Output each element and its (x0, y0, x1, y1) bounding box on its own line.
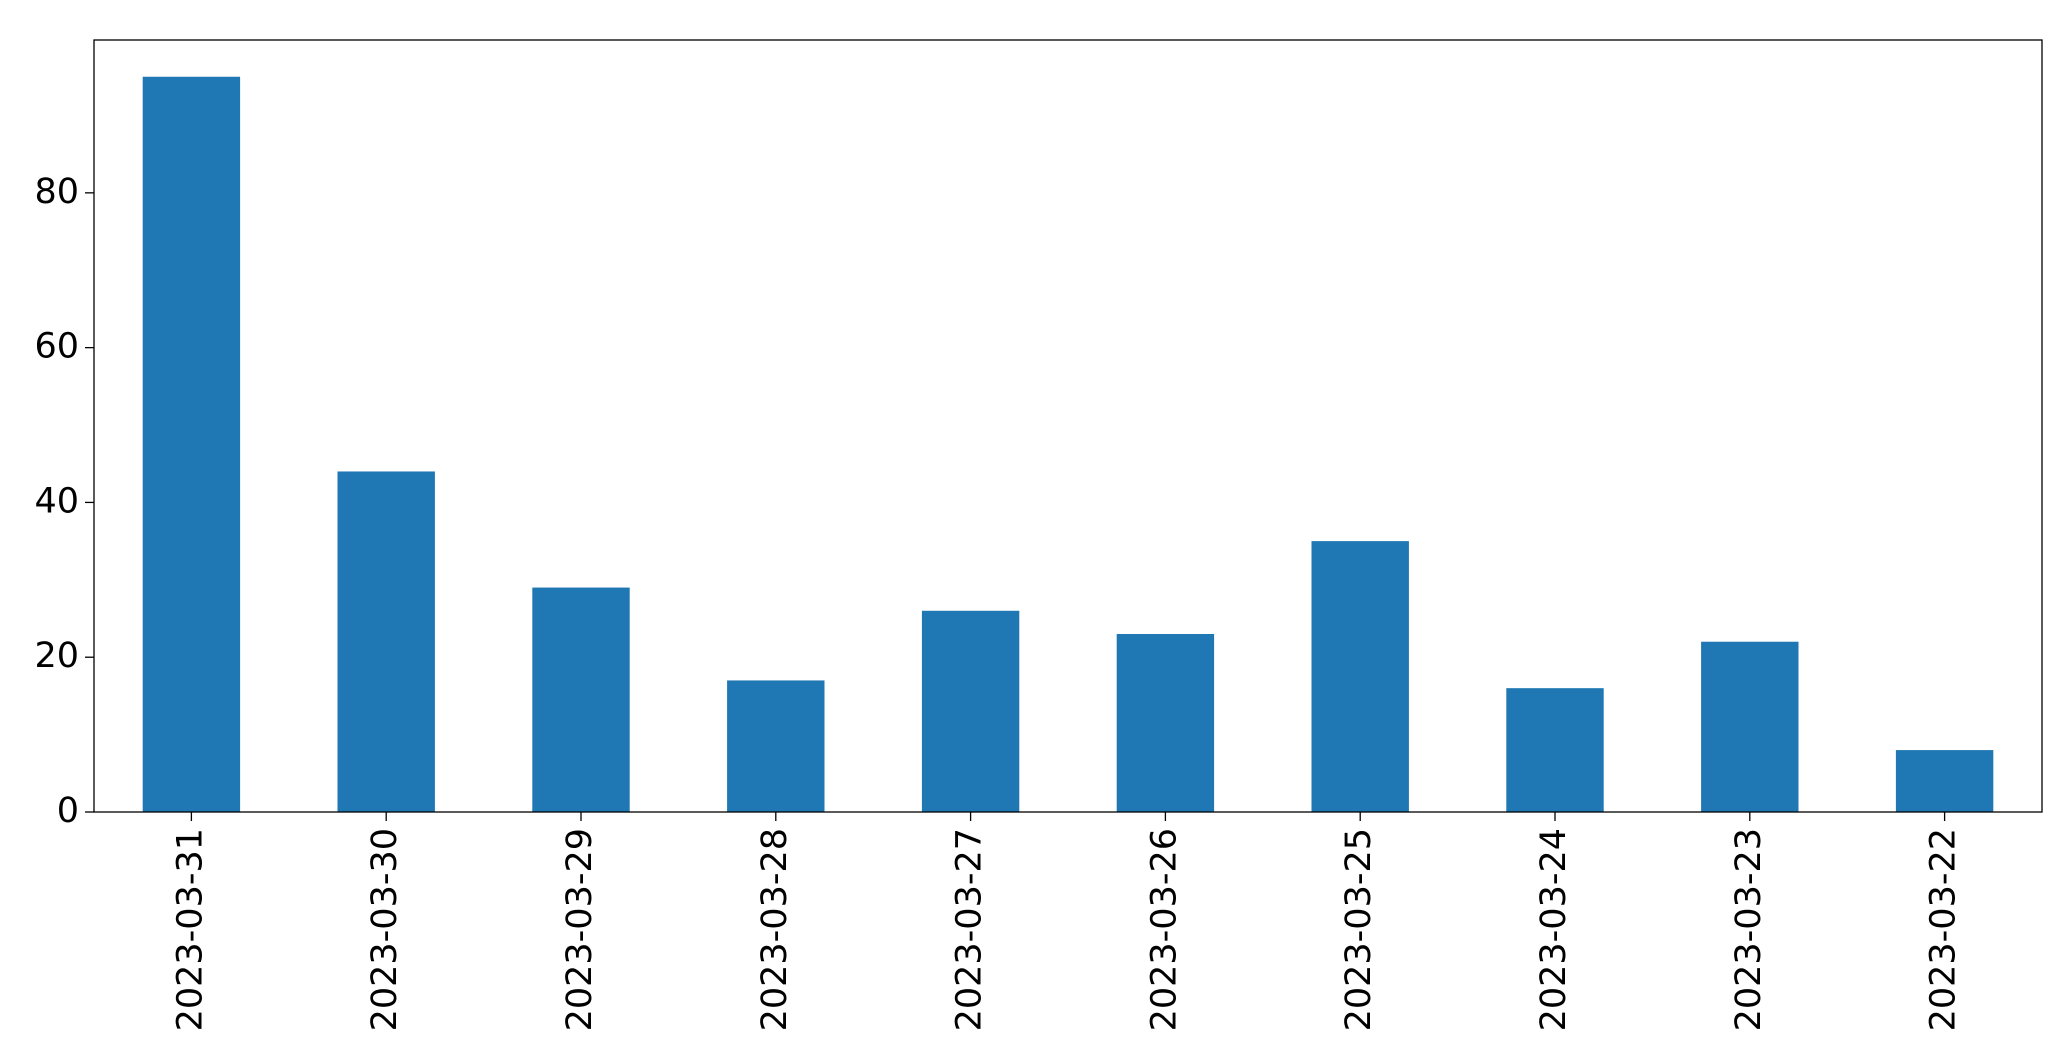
bar (142, 76, 241, 812)
x-tick-label: 2023-03-27 (950, 828, 990, 1031)
y-tick-label: 60 (34, 327, 79, 367)
bar (1895, 750, 1994, 812)
x-tick-label: 2023-03-29 (560, 828, 600, 1031)
x-tick-label: 2023-03-24 (1534, 828, 1574, 1031)
x-tick-label: 2023-03-25 (1339, 828, 1379, 1031)
y-tick-label: 40 (34, 481, 79, 521)
y-tick-label: 80 (34, 172, 79, 212)
y-tick-label: 20 (34, 636, 79, 676)
x-tick-label: 2023-03-31 (170, 828, 210, 1031)
x-tick-label: 2023-03-22 (1924, 828, 1964, 1031)
y-tick-label: 0 (57, 791, 79, 831)
x-tick-label: 2023-03-26 (1144, 828, 1184, 1031)
bar (1311, 541, 1409, 812)
bar (337, 471, 435, 812)
x-tick-label: 2023-03-28 (755, 828, 795, 1031)
plot-frame (93, 39, 2043, 813)
bar (532, 587, 630, 812)
bar (921, 610, 1020, 812)
bar (727, 680, 825, 812)
bar (1701, 641, 1799, 812)
bar (1506, 688, 1604, 812)
x-tick-label: 2023-03-30 (365, 828, 405, 1031)
bar (1116, 633, 1215, 812)
x-tick-label: 2023-03-23 (1729, 828, 1769, 1031)
